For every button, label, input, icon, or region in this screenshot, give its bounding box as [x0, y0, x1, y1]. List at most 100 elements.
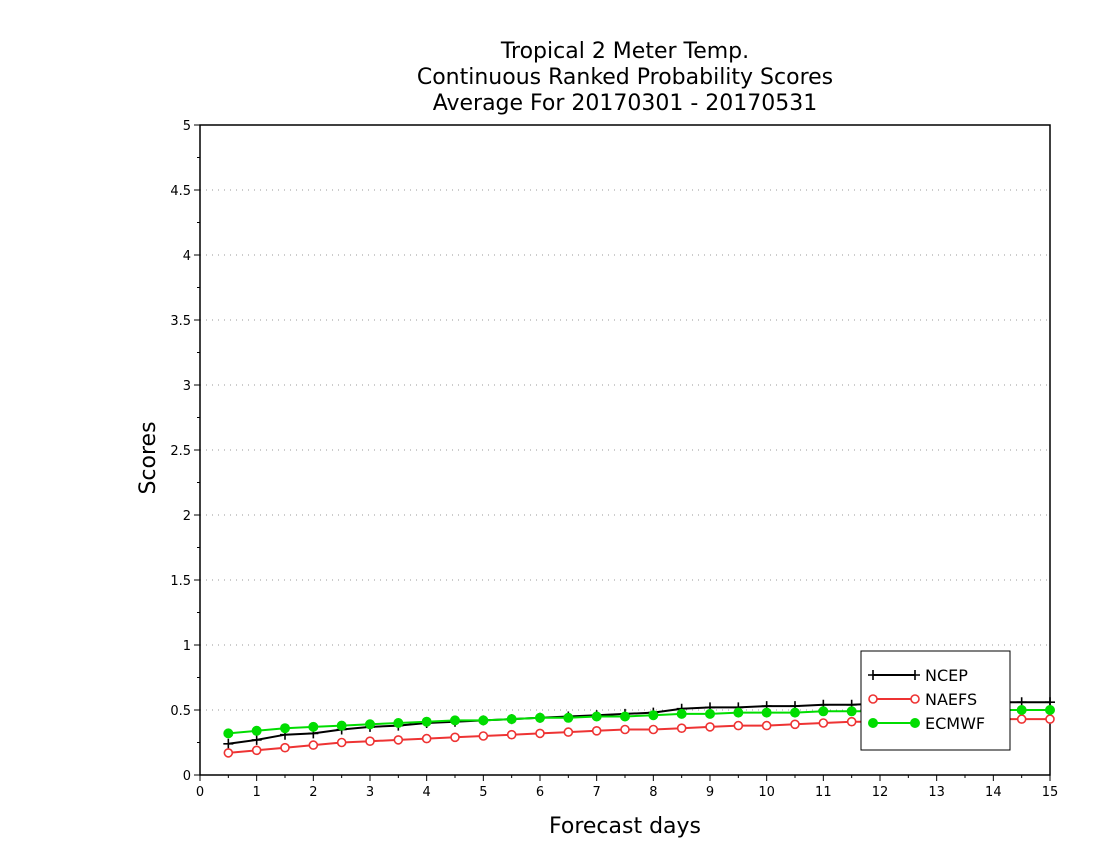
- data-point-naefs: [846, 716, 857, 727]
- data-point-ecmwf: [450, 715, 460, 726]
- data-point-ecmwf: [251, 725, 262, 736]
- data-point-naefs: [648, 724, 659, 735]
- data-point-ecmwf: [620, 711, 630, 722]
- y-tick-label: 1.5: [170, 574, 191, 589]
- data-point-ecmwf: [336, 720, 347, 731]
- legend-marker: [868, 694, 878, 704]
- legend-marker: [910, 670, 920, 680]
- chart-title-line: Average For 20170301 - 20170531: [433, 91, 818, 116]
- x-tick-label: 13: [928, 785, 945, 800]
- data-point-naefs: [790, 719, 800, 730]
- y-axis: 0 0.5 1 1.5 2 2.5 3 3.5 4 4.5 5: [170, 119, 200, 784]
- x-tick-label: 3: [366, 785, 374, 800]
- legend-marker: [868, 670, 878, 680]
- legend-box: [860, 650, 1011, 751]
- data-point-ecmwf: [705, 708, 715, 719]
- data-point-ecmwf: [280, 723, 290, 734]
- y-tick-label: 2: [183, 509, 191, 524]
- x-tick-label: 0: [196, 785, 204, 800]
- legend-label: NCEP: [925, 666, 968, 685]
- y-tick-label: 4: [183, 249, 191, 264]
- data-point-ecmwf: [365, 719, 375, 730]
- data-point-ecmwf: [506, 714, 517, 725]
- data-point-naefs: [506, 729, 517, 740]
- y-tick-label: 4.5: [170, 184, 191, 199]
- data-point-ecmwf: [790, 707, 800, 718]
- data-point-ecmwf: [308, 721, 319, 732]
- x-tick-label: 8: [649, 785, 657, 800]
- data-point-ecmwf: [1045, 705, 1055, 715]
- x-tick-label: 12: [872, 785, 889, 800]
- data-point-naefs: [1045, 714, 1055, 724]
- data-point-naefs: [1016, 714, 1027, 724]
- chart-title-line: Continuous Ranked Probability Scores: [417, 65, 833, 90]
- chart-title: Tropical 2 Meter Temp.Continuous Ranked …: [417, 39, 833, 116]
- legend: NCEP NAEFS ECMWF: [860, 650, 1011, 751]
- x-tick-label: 6: [536, 785, 544, 800]
- x-tick-label: 15: [1042, 785, 1059, 800]
- data-point-ecmwf: [1016, 705, 1027, 715]
- data-point-naefs: [761, 720, 772, 731]
- data-point-ecmwf: [846, 706, 857, 717]
- data-point-ncep: [223, 738, 234, 749]
- data-point-naefs: [336, 737, 347, 748]
- data-point-naefs: [620, 724, 630, 735]
- data-point-ecmwf: [761, 707, 772, 718]
- data-point-naefs: [535, 728, 545, 739]
- data-point-ecmwf: [535, 712, 545, 723]
- data-point-naefs: [223, 748, 234, 758]
- data-point-ecmwf: [591, 711, 602, 722]
- x-tick-label: 5: [479, 785, 487, 800]
- y-axis-label: Scores: [136, 421, 161, 494]
- y-tick-label: 3.5: [170, 314, 191, 329]
- data-point-ecmwf: [676, 708, 687, 719]
- x-tick-label: 4: [423, 785, 431, 800]
- data-point-naefs: [591, 725, 602, 736]
- x-tick-label: 2: [309, 785, 317, 800]
- data-point-ecmwf: [223, 728, 234, 739]
- data-point-ecmwf: [563, 712, 574, 723]
- y-tick-label: 2.5: [170, 444, 191, 459]
- data-point-naefs: [365, 736, 375, 747]
- data-point-naefs: [478, 731, 489, 741]
- data-point-naefs: [563, 727, 574, 737]
- grid: [200, 124, 1050, 711]
- y-tick-label: 0: [183, 769, 191, 784]
- x-axis: 0 1 2 3 4 5 6 7 8 9 10 11 12 13 14 15: [196, 775, 1058, 800]
- x-axis-label: Forecast days: [549, 814, 701, 839]
- data-point-ncep: [251, 734, 262, 745]
- legend-label: NAEFS: [925, 690, 977, 709]
- legend-marker: [910, 694, 920, 704]
- legend-marker: [910, 718, 920, 728]
- y-tick-label: 5: [183, 119, 191, 134]
- data-point-naefs: [308, 740, 319, 750]
- x-tick-label: 7: [593, 785, 601, 800]
- data-point-naefs: [251, 745, 262, 756]
- y-tick-label: 1: [183, 639, 191, 654]
- data-point-ecmwf: [478, 715, 489, 726]
- data-point-ecmwf: [421, 716, 432, 727]
- x-tick-label: 1: [253, 785, 261, 800]
- x-tick-label: 11: [815, 785, 832, 800]
- data-point-ecmwf: [648, 710, 659, 721]
- data-point-naefs: [676, 723, 687, 734]
- y-tick-label: 0.5: [170, 704, 191, 719]
- data-point-naefs: [393, 735, 404, 745]
- data-point-ecmwf: [818, 706, 829, 717]
- x-tick-label: 14: [985, 785, 1002, 800]
- data-point-naefs: [733, 720, 744, 731]
- legend-marker: [868, 718, 878, 728]
- data-point-ecmwf: [393, 718, 404, 728]
- data-point-naefs: [818, 718, 829, 728]
- chart-title-line: Tropical 2 Meter Temp.: [500, 39, 749, 64]
- data-point-naefs: [421, 733, 432, 744]
- data-point-naefs: [280, 742, 290, 753]
- x-tick-label: 9: [706, 785, 714, 800]
- legend-label: ECMWF: [925, 714, 985, 733]
- y-tick-label: 3: [183, 379, 191, 394]
- data-point-ecmwf: [733, 707, 744, 718]
- data-point-naefs: [705, 722, 715, 732]
- x-tick-label: 10: [758, 785, 775, 800]
- data-point-naefs: [450, 732, 460, 743]
